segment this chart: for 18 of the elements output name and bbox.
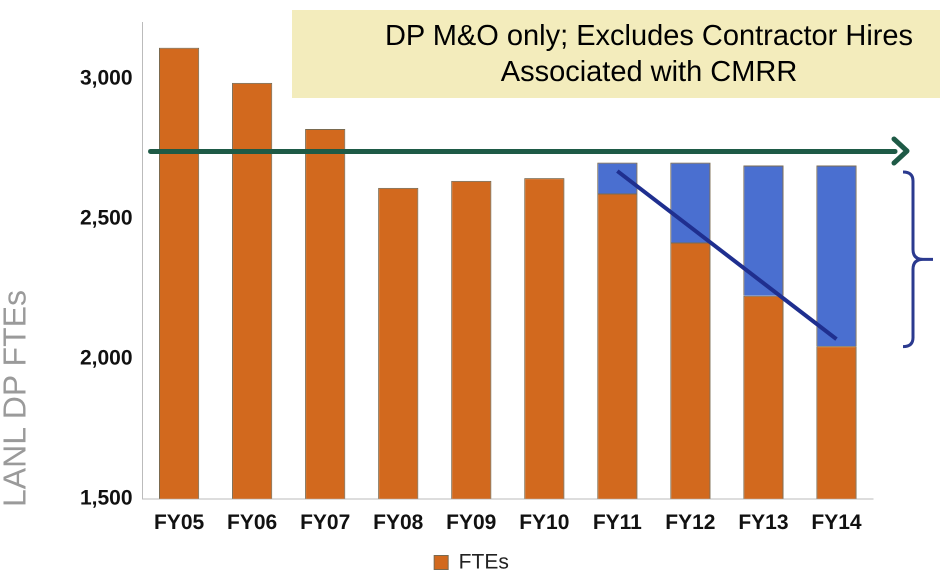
annotation: DP M&O only; Excludes Contractor Hires Associated with CMRR [384,19,914,90]
y-tick-label: 3,000 [80,66,133,90]
x-tick-label: FY06 [227,511,278,534]
x-tick-label: FY07 [300,511,350,534]
y-axis-title: LANL DP FTEs [0,289,34,509]
x-tick-label: FY08 [373,511,424,534]
x-tick-label: FY10 [519,511,570,534]
x-tick-label: FY09 [446,511,496,534]
legend-label: FTEs [458,550,509,574]
x-tick-label: FY12 [665,511,716,534]
callout-box: DP M&O only; Excludes Contractor Hires Associated with CMRR [292,10,940,98]
y-tick-label: 1,500 [80,486,133,510]
x-tick-label: FY14 [811,511,862,534]
x-tick-label: FY13 [738,511,789,534]
x-tick-label: FY11 [592,511,642,534]
y-tick-label: 2,000 [80,346,133,370]
x-tick-label: FY05 [154,511,204,534]
y-tick-label: 2,500 [80,206,133,230]
